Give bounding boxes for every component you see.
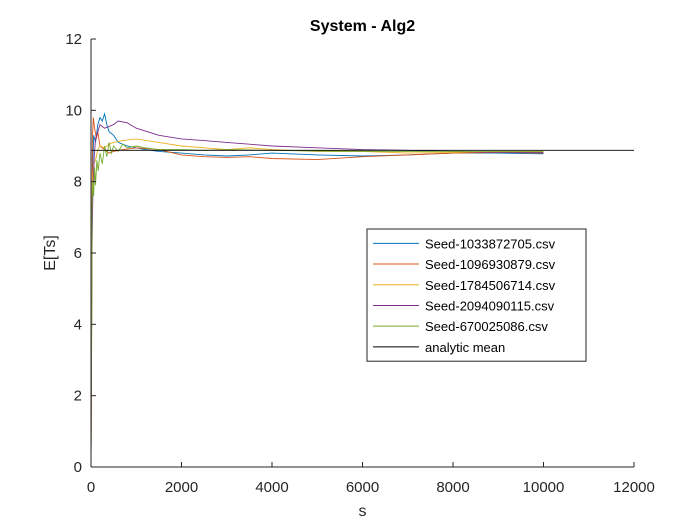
y-tick-label: 10 xyxy=(65,102,82,119)
legend-label: Seed-1033872705.csv xyxy=(425,236,556,251)
x-tick-label: 8000 xyxy=(436,479,469,496)
series-line-5 xyxy=(90,142,544,468)
legend-label: analytic mean xyxy=(425,340,505,355)
x-axis-title: s xyxy=(359,503,367,520)
x-tick-label: 0 xyxy=(87,479,95,496)
legend-label: Seed-670025086.csv xyxy=(425,319,548,334)
y-tick-label: 8 xyxy=(74,174,82,191)
x-tick-label: 10000 xyxy=(523,479,565,496)
legend: Seed-1033872705.csv Seed-1096930879.csv Se… xyxy=(366,228,587,362)
y-tick-label: 6 xyxy=(74,245,82,262)
y-tick-label: 4 xyxy=(74,316,82,333)
legend-label: Seed-2094090115.csv xyxy=(425,298,555,313)
y-tick-label: 2 xyxy=(74,388,82,405)
axes-layer: 0 2000 4000 6000 8000 10000 12000 0 2 4 6 8 10 12 xyxy=(65,31,655,496)
series-line-3 xyxy=(90,138,544,468)
chart-title: System - Alg2 xyxy=(310,18,415,35)
x-tick-label: 12000 xyxy=(613,479,655,496)
y-tick-label: 0 xyxy=(74,459,82,476)
x-tick-label: 2000 xyxy=(165,479,198,496)
x-tick-label: 6000 xyxy=(346,479,379,496)
series-layer xyxy=(90,112,634,468)
legend-box xyxy=(366,228,587,362)
y-tick-label: 12 xyxy=(65,31,82,48)
series-line-4 xyxy=(90,120,544,468)
y-axis-title: E[Ts] xyxy=(42,235,59,271)
x-tick-label: 4000 xyxy=(255,479,288,496)
legend-label: Seed-1784506714.csv xyxy=(425,278,556,293)
legend-label: Seed-1096930879.csv xyxy=(425,257,556,272)
